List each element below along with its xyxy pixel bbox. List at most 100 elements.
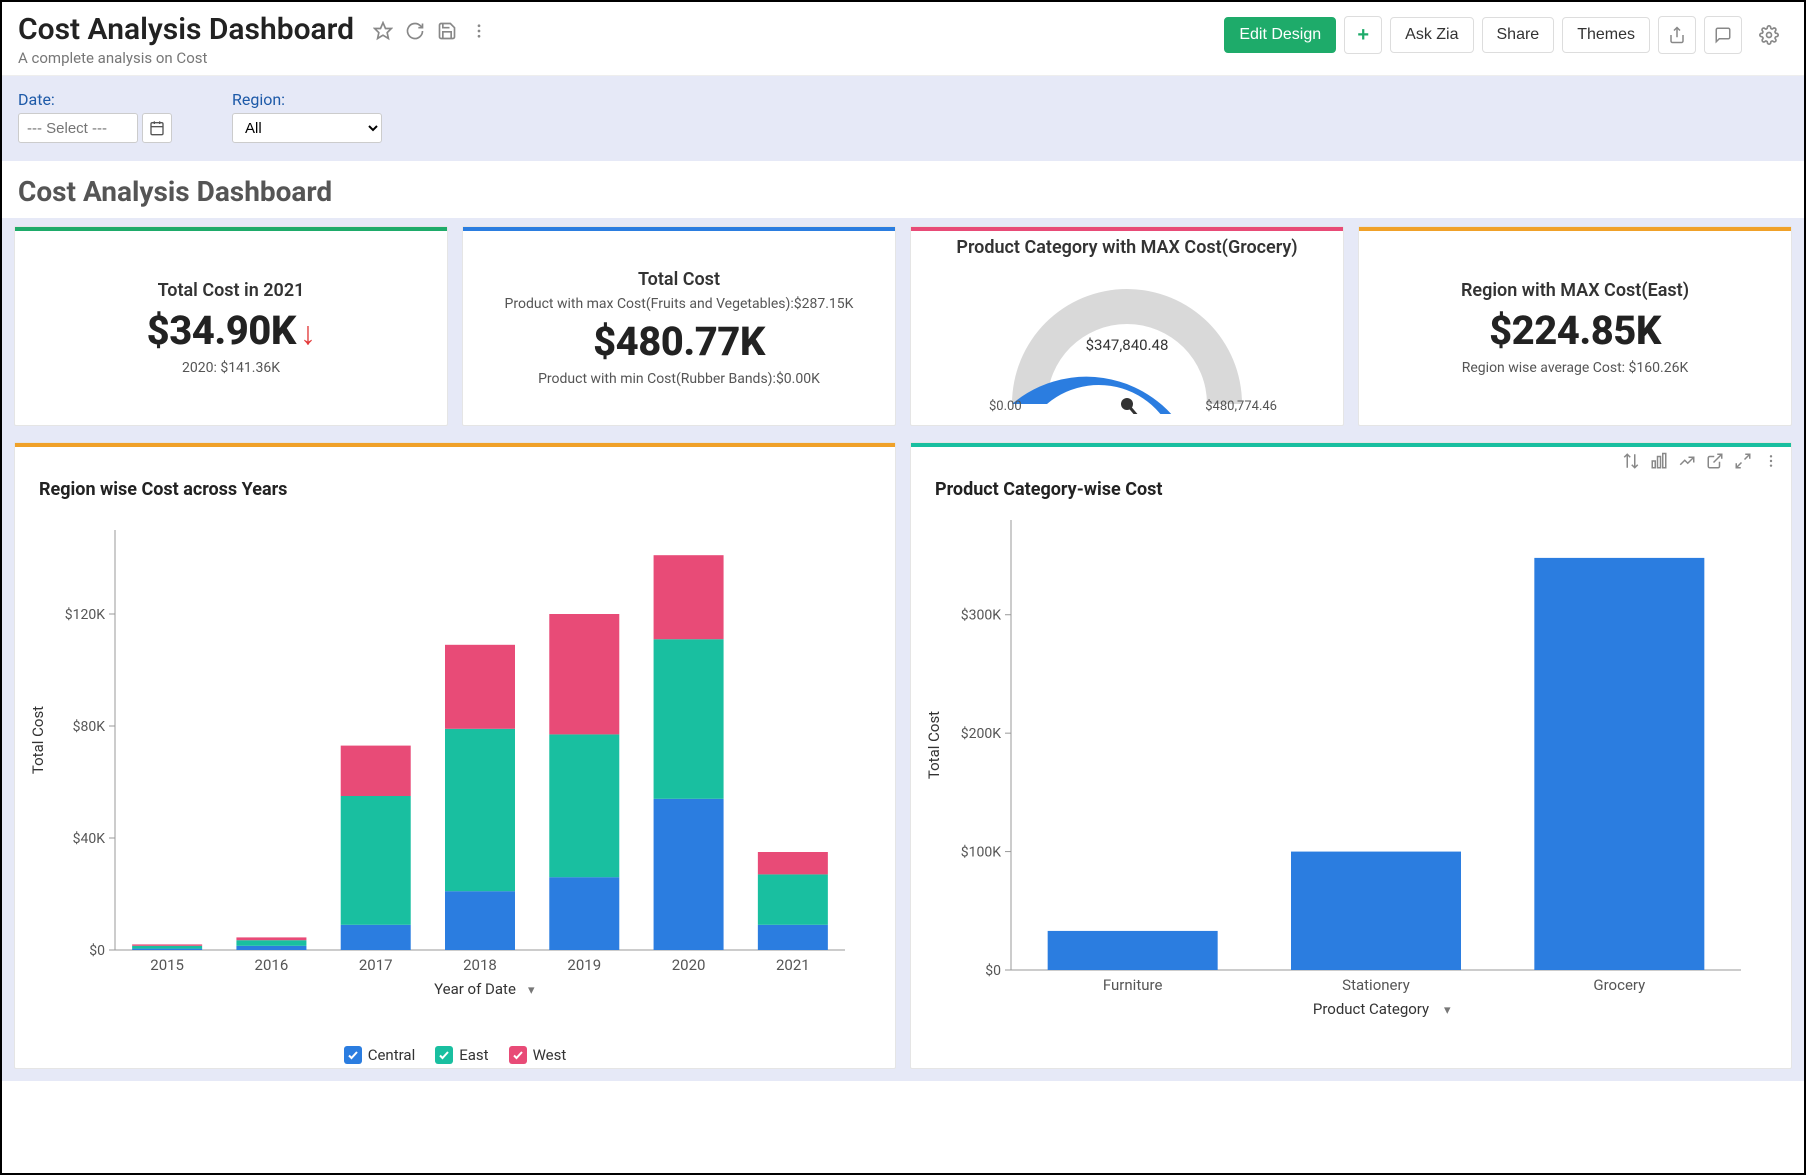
add-button[interactable]: +: [1344, 16, 1382, 54]
themes-button[interactable]: Themes: [1562, 17, 1650, 53]
panel-toolbar: [1621, 451, 1781, 471]
card-footer: 2020: $141.36K: [182, 360, 280, 376]
page-title: Cost Analysis Dashboard: [18, 12, 354, 47]
comment-icon[interactable]: [1704, 16, 1742, 54]
svg-text:$120K: $120K: [65, 606, 105, 623]
chart-type-icon[interactable]: [1649, 451, 1669, 471]
card-accent: [15, 227, 447, 231]
panel-title: Product Category-wise Cost: [935, 479, 1781, 500]
card-title: Total Cost in 2021: [158, 280, 305, 301]
section-title-bar: Cost Analysis Dashboard: [2, 161, 1804, 218]
svg-text:$200K: $200K: [961, 725, 1001, 742]
svg-text:Total Cost: Total Cost: [925, 711, 943, 779]
card-footer: Region wise average Cost: $160.26K: [1462, 360, 1688, 376]
gauge-max-label: $480,774.46: [1205, 399, 1277, 414]
svg-text:$0: $0: [89, 942, 105, 959]
svg-text:2017: 2017: [359, 956, 393, 974]
svg-text:▾: ▾: [528, 983, 535, 998]
region-chart-panel: Region wise Cost across Years $0 $40K $80K…: [14, 442, 896, 1069]
page-subtitle: A complete analysis on Cost: [18, 49, 354, 67]
card-footer: Product with min Cost(Rubber Bands):$0.0…: [538, 371, 820, 387]
svg-text:$0: $0: [985, 962, 1001, 979]
svg-text:2018: 2018: [463, 956, 497, 974]
filter-date-label: Date:: [18, 90, 172, 109]
card-value: $34.90K↓: [147, 307, 316, 354]
filter-bar: Date: Region: All: [2, 76, 1804, 161]
trend-down-icon: ↓: [300, 314, 316, 352]
card-value: $480.77K: [593, 318, 765, 365]
open-icon[interactable]: [1705, 451, 1725, 471]
export-icon[interactable]: [1658, 16, 1696, 54]
svg-text:$100K: $100K: [961, 844, 1001, 861]
panel-title: Region wise Cost across Years: [39, 479, 885, 500]
save-icon[interactable]: [436, 20, 458, 42]
legend-item[interactable]: Central: [344, 1046, 416, 1064]
card-subtitle: Product with max Cost(Fruits and Vegetab…: [505, 296, 854, 312]
filter-date-group: Date:: [18, 90, 172, 143]
gauge-chart: $0.00 $480,774.46 $347,840.48: [977, 264, 1277, 414]
category-chart-svg: $0 $100K $200K $300K Furniture Stationery Groc…: [921, 500, 1781, 1060]
svg-text:2015: 2015: [150, 956, 184, 974]
kpi-cards-row: Total Cost in 2021 $34.90K↓ 2020: $141.3…: [2, 218, 1804, 434]
value-text: $34.90K: [147, 307, 296, 354]
card-accent: [1359, 227, 1791, 231]
filter-region-group: Region: All: [232, 90, 382, 143]
region-chart-legend: Central East West: [25, 1046, 885, 1064]
category-chart-panel: Product Category-wise Cost $0$100K$200K$…: [910, 442, 1792, 1069]
title-icons: [372, 20, 490, 42]
svg-text:Furniture: Furniture: [1103, 976, 1163, 994]
kpi-card-total-cost: Total Cost Product with max Cost(Fruits …: [462, 226, 896, 426]
ask-zia-button[interactable]: Ask Zia: [1390, 17, 1473, 53]
card-title: Total Cost: [638, 269, 720, 290]
card-accent: [911, 227, 1343, 231]
card-title: Region with MAX Cost(East): [1461, 280, 1689, 301]
kpi-card-total-2021: Total Cost in 2021 $34.90K↓ 2020: $141.3…: [14, 226, 448, 426]
sort-icon[interactable]: [1621, 451, 1641, 471]
kpi-card-max-category: Product Category with MAX Cost(Grocery) …: [910, 226, 1344, 426]
plus-icon: +: [1357, 24, 1369, 47]
calendar-icon[interactable]: [142, 113, 172, 143]
date-input[interactable]: [18, 113, 138, 143]
svg-text:▾: ▾: [1444, 1003, 1451, 1018]
more-icon[interactable]: [468, 20, 490, 42]
svg-text:Grocery: Grocery: [1593, 976, 1645, 994]
svg-text:Product Category: Product Category: [1313, 1000, 1429, 1018]
refresh-icon[interactable]: [404, 20, 426, 42]
top-bar: Cost Analysis Dashboard A complete analy…: [2, 2, 1804, 76]
svg-text:$40K: $40K: [73, 830, 106, 847]
gauge-min-label: $0.00: [989, 399, 1022, 414]
svg-text:Total Cost: Total Cost: [29, 706, 47, 774]
region-chart-svg: $0 $40K $80K $120K 2015 2016 2017 2018 2019 2020 2…: [25, 500, 885, 1040]
title-block: Cost Analysis Dashboard A complete analy…: [18, 12, 354, 67]
kpi-card-max-region: Region with MAX Cost(East) $224.85K Regi…: [1358, 226, 1792, 426]
svg-text:$300K: $300K: [961, 607, 1001, 624]
legend-item[interactable]: East: [435, 1046, 488, 1064]
settings-icon[interactable]: [1750, 16, 1788, 54]
section-title: Cost Analysis Dashboard: [18, 175, 1788, 208]
card-title: Product Category with MAX Cost(Grocery): [956, 237, 1297, 258]
gauge-value-label: $347,840.48: [1086, 336, 1169, 354]
svg-text:2016: 2016: [255, 956, 289, 974]
edit-design-button[interactable]: Edit Design: [1224, 17, 1336, 53]
card-value: $224.85K: [1489, 307, 1661, 354]
card-accent: [463, 227, 895, 231]
panel-accent: [15, 443, 895, 447]
topbar-left: Cost Analysis Dashboard A complete analy…: [18, 12, 490, 67]
topbar-right: Edit Design + Ask Zia Share Themes: [1224, 16, 1788, 54]
svg-text:2020: 2020: [672, 956, 706, 974]
filter-region-label: Region:: [232, 90, 382, 109]
svg-text:Stationery: Stationery: [1342, 976, 1410, 994]
analyze-icon[interactable]: [1677, 451, 1697, 471]
charts-row: Region wise Cost across Years $0 $40K $80K…: [2, 434, 1804, 1081]
region-select[interactable]: All: [232, 113, 382, 143]
svg-text:$80K: $80K: [73, 718, 106, 735]
legend-item[interactable]: West: [509, 1046, 567, 1064]
star-icon[interactable]: [372, 20, 394, 42]
svg-text:2021: 2021: [776, 956, 810, 974]
share-button[interactable]: Share: [1482, 17, 1555, 53]
panel-more-icon[interactable]: [1761, 451, 1781, 471]
expand-icon[interactable]: [1733, 451, 1753, 471]
svg-text:Year of Date: Year of Date: [434, 980, 516, 998]
svg-text:2019: 2019: [567, 956, 601, 974]
panel-accent: [911, 443, 1791, 447]
